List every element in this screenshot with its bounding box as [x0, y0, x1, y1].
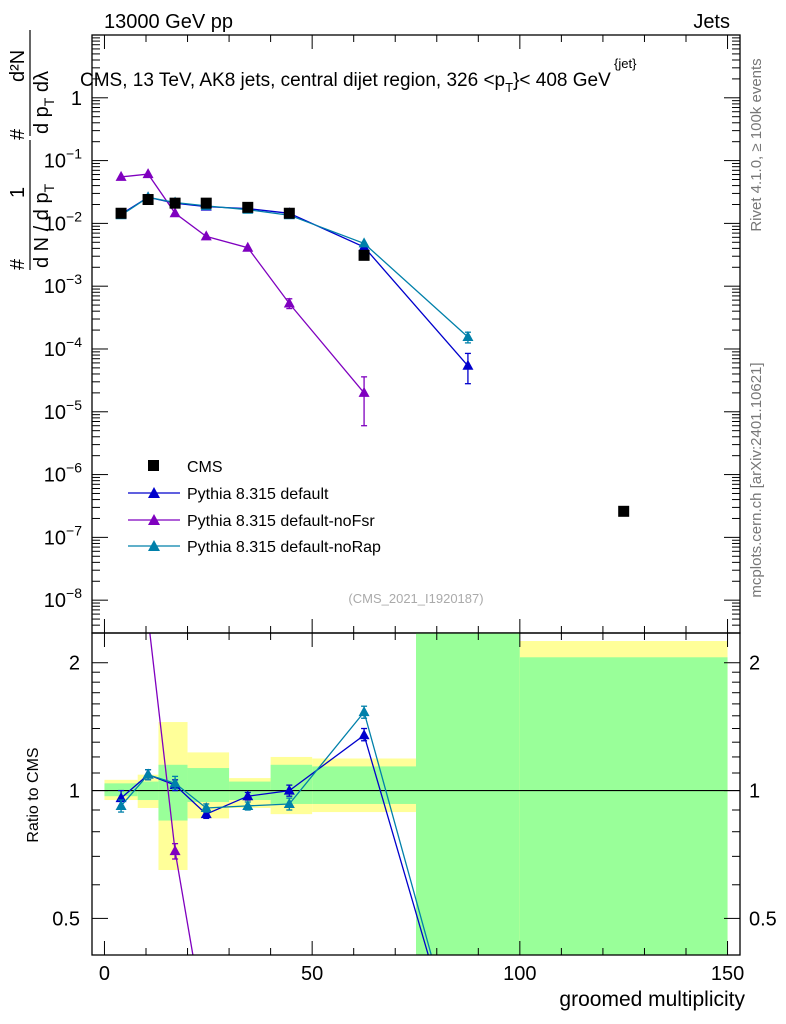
ratio-band-green [312, 766, 416, 804]
main-y-tick-label: 1 [71, 88, 82, 110]
main-y-tick-label: 10−1 [44, 146, 82, 173]
main-series-1-marker [462, 359, 474, 370]
ratio-band-green [519, 657, 728, 955]
x-axis-label: groomed multiplicity [559, 988, 745, 1011]
main-y-tick-label: 10−4 [44, 334, 82, 361]
cms-data-point [358, 249, 370, 261]
ratio-series-2-marker [200, 801, 212, 812]
main-title: CMS, 13 TeV, AK8 jets, central dijet reg… [80, 70, 611, 95]
analysis-watermark: (CMS_2021_I1920187) [348, 591, 483, 606]
cms-data-point [169, 197, 181, 209]
ratio-x-tick-label: 100 [503, 963, 536, 985]
main-series-2-marker [115, 170, 127, 181]
ratio-y-tick-label: 0.5 [52, 908, 80, 930]
main-series-2-marker [283, 297, 295, 308]
ratio-y-tick-label: 2 [69, 653, 80, 675]
main-series-2-marker [142, 168, 154, 179]
cms-data-point [283, 207, 295, 219]
main-series-2-marker [200, 230, 212, 241]
ratio-series-2-marker [242, 799, 254, 810]
main-y-tick-label: 10−7 [44, 522, 82, 549]
ratio-y-tick-label-right: 0.5 [749, 908, 777, 930]
legend-label-default: Pythia 8.315 default [187, 486, 329, 503]
main-series-group [115, 168, 630, 517]
ylabel-den-bot: d pT dλ [31, 71, 57, 134]
ratio-y-tick-label-right: 1 [749, 781, 760, 803]
ylabel-num-bot: d²N [7, 50, 29, 82]
main-panel: 10−8 10−7 10−6 10−5 10−4 10−3 10−2 10−1 1 [44, 34, 741, 634]
legend-marker-cms [148, 460, 159, 471]
main-title-end: }< 408 GeV [513, 70, 611, 91]
ratio-band-green [187, 768, 230, 802]
ratio-series-2-marker [115, 799, 127, 810]
cms-data-point [242, 201, 254, 213]
main-y-tick-label: 10−8 [44, 585, 82, 612]
ratio-series-2-line [120, 710, 432, 955]
ratio-series-2-marker [142, 768, 154, 779]
header-right-label: Jets [693, 11, 730, 33]
ylabel-hash-1: # [7, 258, 29, 270]
main-y-tick-label: 10−3 [44, 271, 82, 298]
ratio-band-green [104, 783, 138, 797]
ratio-band-green [416, 633, 520, 955]
legend-marker-nofsr [148, 514, 160, 525]
ratio-series-0-marker [358, 729, 370, 740]
legend-label-norap: Pythia 8.315 default-noRap [187, 539, 381, 556]
main-title-sup: {jet} [614, 56, 637, 71]
main-y-tick-label: 10−2 [44, 208, 82, 235]
ratio-y-tick-label-right: 2 [749, 653, 760, 675]
main-series-1-line [120, 196, 469, 367]
cms-data-point [142, 194, 154, 206]
main-y-tick-label: 10−5 [44, 397, 82, 424]
ratio-x-tick-label: 0 [99, 963, 110, 985]
ratio-x-tick-label: 50 [301, 963, 323, 985]
legend: CMS Pythia 8.315 default Pythia 8.315 de… [128, 459, 381, 556]
ylabel-hash-2: # [7, 128, 29, 140]
main-title-text: CMS, 13 TeV, AK8 jets, central dijet reg… [80, 70, 505, 91]
ratio-series-group [115, 633, 432, 955]
legend-label-cms: CMS [187, 459, 223, 476]
ratio-y-axis-label: Ratio to CMS [25, 747, 42, 842]
ratio-frame [91, 632, 741, 956]
main-y-tick-label: 10−6 [44, 460, 82, 487]
ratio-series-2-marker [169, 777, 181, 788]
ylabel-one: 1 [7, 187, 29, 198]
main-series-2-marker [169, 207, 181, 218]
mcplots-label: mcplots.cern.ch [arXiv:2401.10621] [748, 362, 765, 597]
header-left-label: 13000 GeV pp [104, 11, 233, 33]
cms-data-point [618, 505, 630, 517]
cms-data-point [200, 197, 212, 209]
legend-marker-default [148, 487, 160, 498]
main-series-3-marker [462, 331, 474, 342]
ylabel-den-top: d N / d pT [31, 183, 57, 268]
rivet-version-label: Rivet 4.1.0, ≥ 100k events [748, 58, 765, 231]
ratio-x-tick-label: 150 [711, 963, 744, 985]
legend-label-nofsr: Pythia 8.315 default-noFsr [187, 513, 375, 530]
ratio-series-0-marker [283, 784, 295, 795]
ratio-series-1-marker [169, 845, 181, 856]
main-title-sub: T [505, 80, 513, 95]
cms-data-point [115, 207, 127, 219]
main-series-2-marker [358, 386, 370, 397]
ratio-series-2-marker [358, 706, 370, 717]
ratio-series-2-marker [283, 797, 295, 808]
ratio-series-0-marker [242, 790, 254, 801]
main-series-2-marker [242, 241, 254, 252]
main-series-3-marker [358, 237, 370, 248]
ratio-panel: 0 50 100 150 0.5 0.5 1 1 2 2 [52, 632, 777, 985]
legend-marker-norap [148, 540, 160, 551]
main-y-axis-label: # 1 d N / d pT # d²N d pT dλ [7, 30, 57, 270]
ratio-y-tick-label: 1 [69, 781, 80, 803]
ratio-series-0-marker [200, 808, 212, 819]
